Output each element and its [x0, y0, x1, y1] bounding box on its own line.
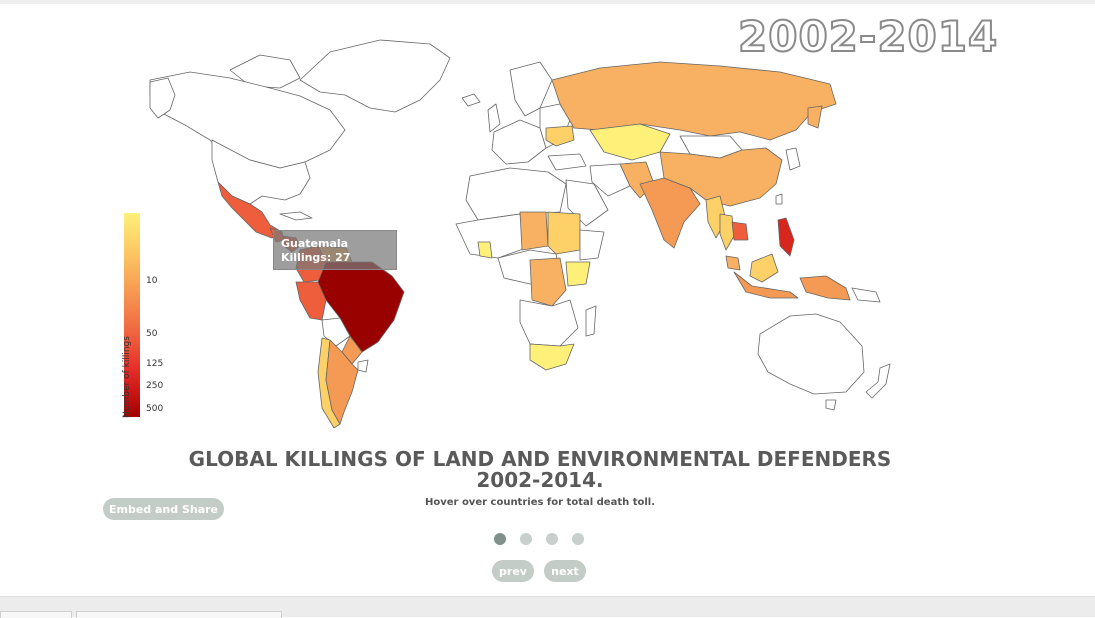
legend-title: Number of killings	[122, 336, 132, 418]
png[interactable]	[851, 287, 881, 303]
slide-dot-4[interactable]	[572, 533, 584, 545]
title-line-2: 2002-2014.	[476, 468, 604, 492]
legend-tick-125: 125	[146, 359, 164, 369]
madagascar[interactable]	[585, 305, 597, 337]
borneo[interactable]	[749, 253, 779, 283]
slide-dot-1[interactable]	[494, 533, 506, 545]
kamchatka[interactable]	[807, 105, 823, 129]
korea-japan[interactable]	[785, 147, 801, 171]
bottom-strip	[0, 596, 1095, 618]
cambodia[interactable]	[731, 221, 749, 241]
legend-tick-50: 50	[146, 329, 158, 339]
new-zealand[interactable]	[865, 363, 891, 399]
kazakhstan[interactable]	[589, 123, 671, 161]
top-strip	[0, 0, 1095, 4]
taiwan[interactable]	[775, 193, 783, 205]
alaska[interactable]	[149, 77, 176, 119]
page-title: GLOBAL KILLINGS OF LAND AND ENVIRONMENTA…	[150, 449, 930, 491]
sumatra-java[interactable]	[733, 271, 799, 299]
sudan[interactable]	[547, 211, 581, 255]
legend-tick-250: 250	[146, 381, 164, 391]
kenya-uganda[interactable]	[565, 261, 591, 287]
china[interactable]	[659, 147, 783, 207]
russia[interactable]	[551, 61, 837, 141]
country-tooltip: Guatemala Killings: 27	[273, 230, 397, 270]
tasmania[interactable]	[825, 399, 837, 411]
tooltip-country: Guatemala	[281, 237, 349, 250]
philippines[interactable]	[777, 217, 795, 257]
cuba[interactable]	[279, 211, 313, 221]
bottom-tab-1[interactable]	[0, 611, 72, 618]
chad-sudan[interactable]	[519, 211, 549, 251]
uk[interactable]	[487, 103, 501, 133]
next-button[interactable]: next	[544, 560, 586, 582]
liberia[interactable]	[477, 241, 493, 259]
embed-share-button[interactable]: Embed and Share	[103, 498, 224, 520]
ukraine[interactable]	[545, 125, 575, 147]
greenland[interactable]	[299, 39, 451, 113]
thailand[interactable]	[719, 213, 735, 251]
bottom-tab-2[interactable]	[76, 611, 282, 618]
ethiopia[interactable]	[579, 229, 605, 261]
legend-tick-500: 500	[146, 404, 164, 414]
argentina[interactable]	[325, 339, 359, 425]
southern-africa[interactable]	[519, 299, 579, 347]
iran[interactable]	[589, 163, 631, 197]
malaysia[interactable]	[725, 255, 741, 271]
uruguay[interactable]	[357, 359, 369, 373]
europe-west[interactable]	[491, 119, 547, 165]
world-map[interactable]	[0, 0, 1095, 440]
drc[interactable]	[529, 257, 567, 307]
legend-color-scale	[124, 213, 140, 417]
bolivia[interactable]	[321, 317, 351, 347]
slide-dot-3[interactable]	[546, 533, 558, 545]
tooltip-value: Killings: 27	[281, 251, 351, 264]
south-africa[interactable]	[529, 343, 575, 371]
prev-button[interactable]: prev	[492, 560, 534, 582]
title-line-1: GLOBAL KILLINGS OF LAND AND ENVIRONMENTA…	[188, 447, 892, 471]
australia[interactable]	[757, 313, 865, 395]
north-africa[interactable]	[465, 167, 567, 221]
year-range-title: 2002-2014	[737, 11, 999, 62]
subtitle: Hover over countries for total death tol…	[424, 497, 656, 508]
legend-tick-10: 10	[146, 276, 158, 286]
iceland[interactable]	[461, 93, 481, 107]
slide-dot-2[interactable]	[520, 533, 532, 545]
indonesia-east[interactable]	[799, 275, 851, 301]
turkey[interactable]	[547, 153, 587, 171]
